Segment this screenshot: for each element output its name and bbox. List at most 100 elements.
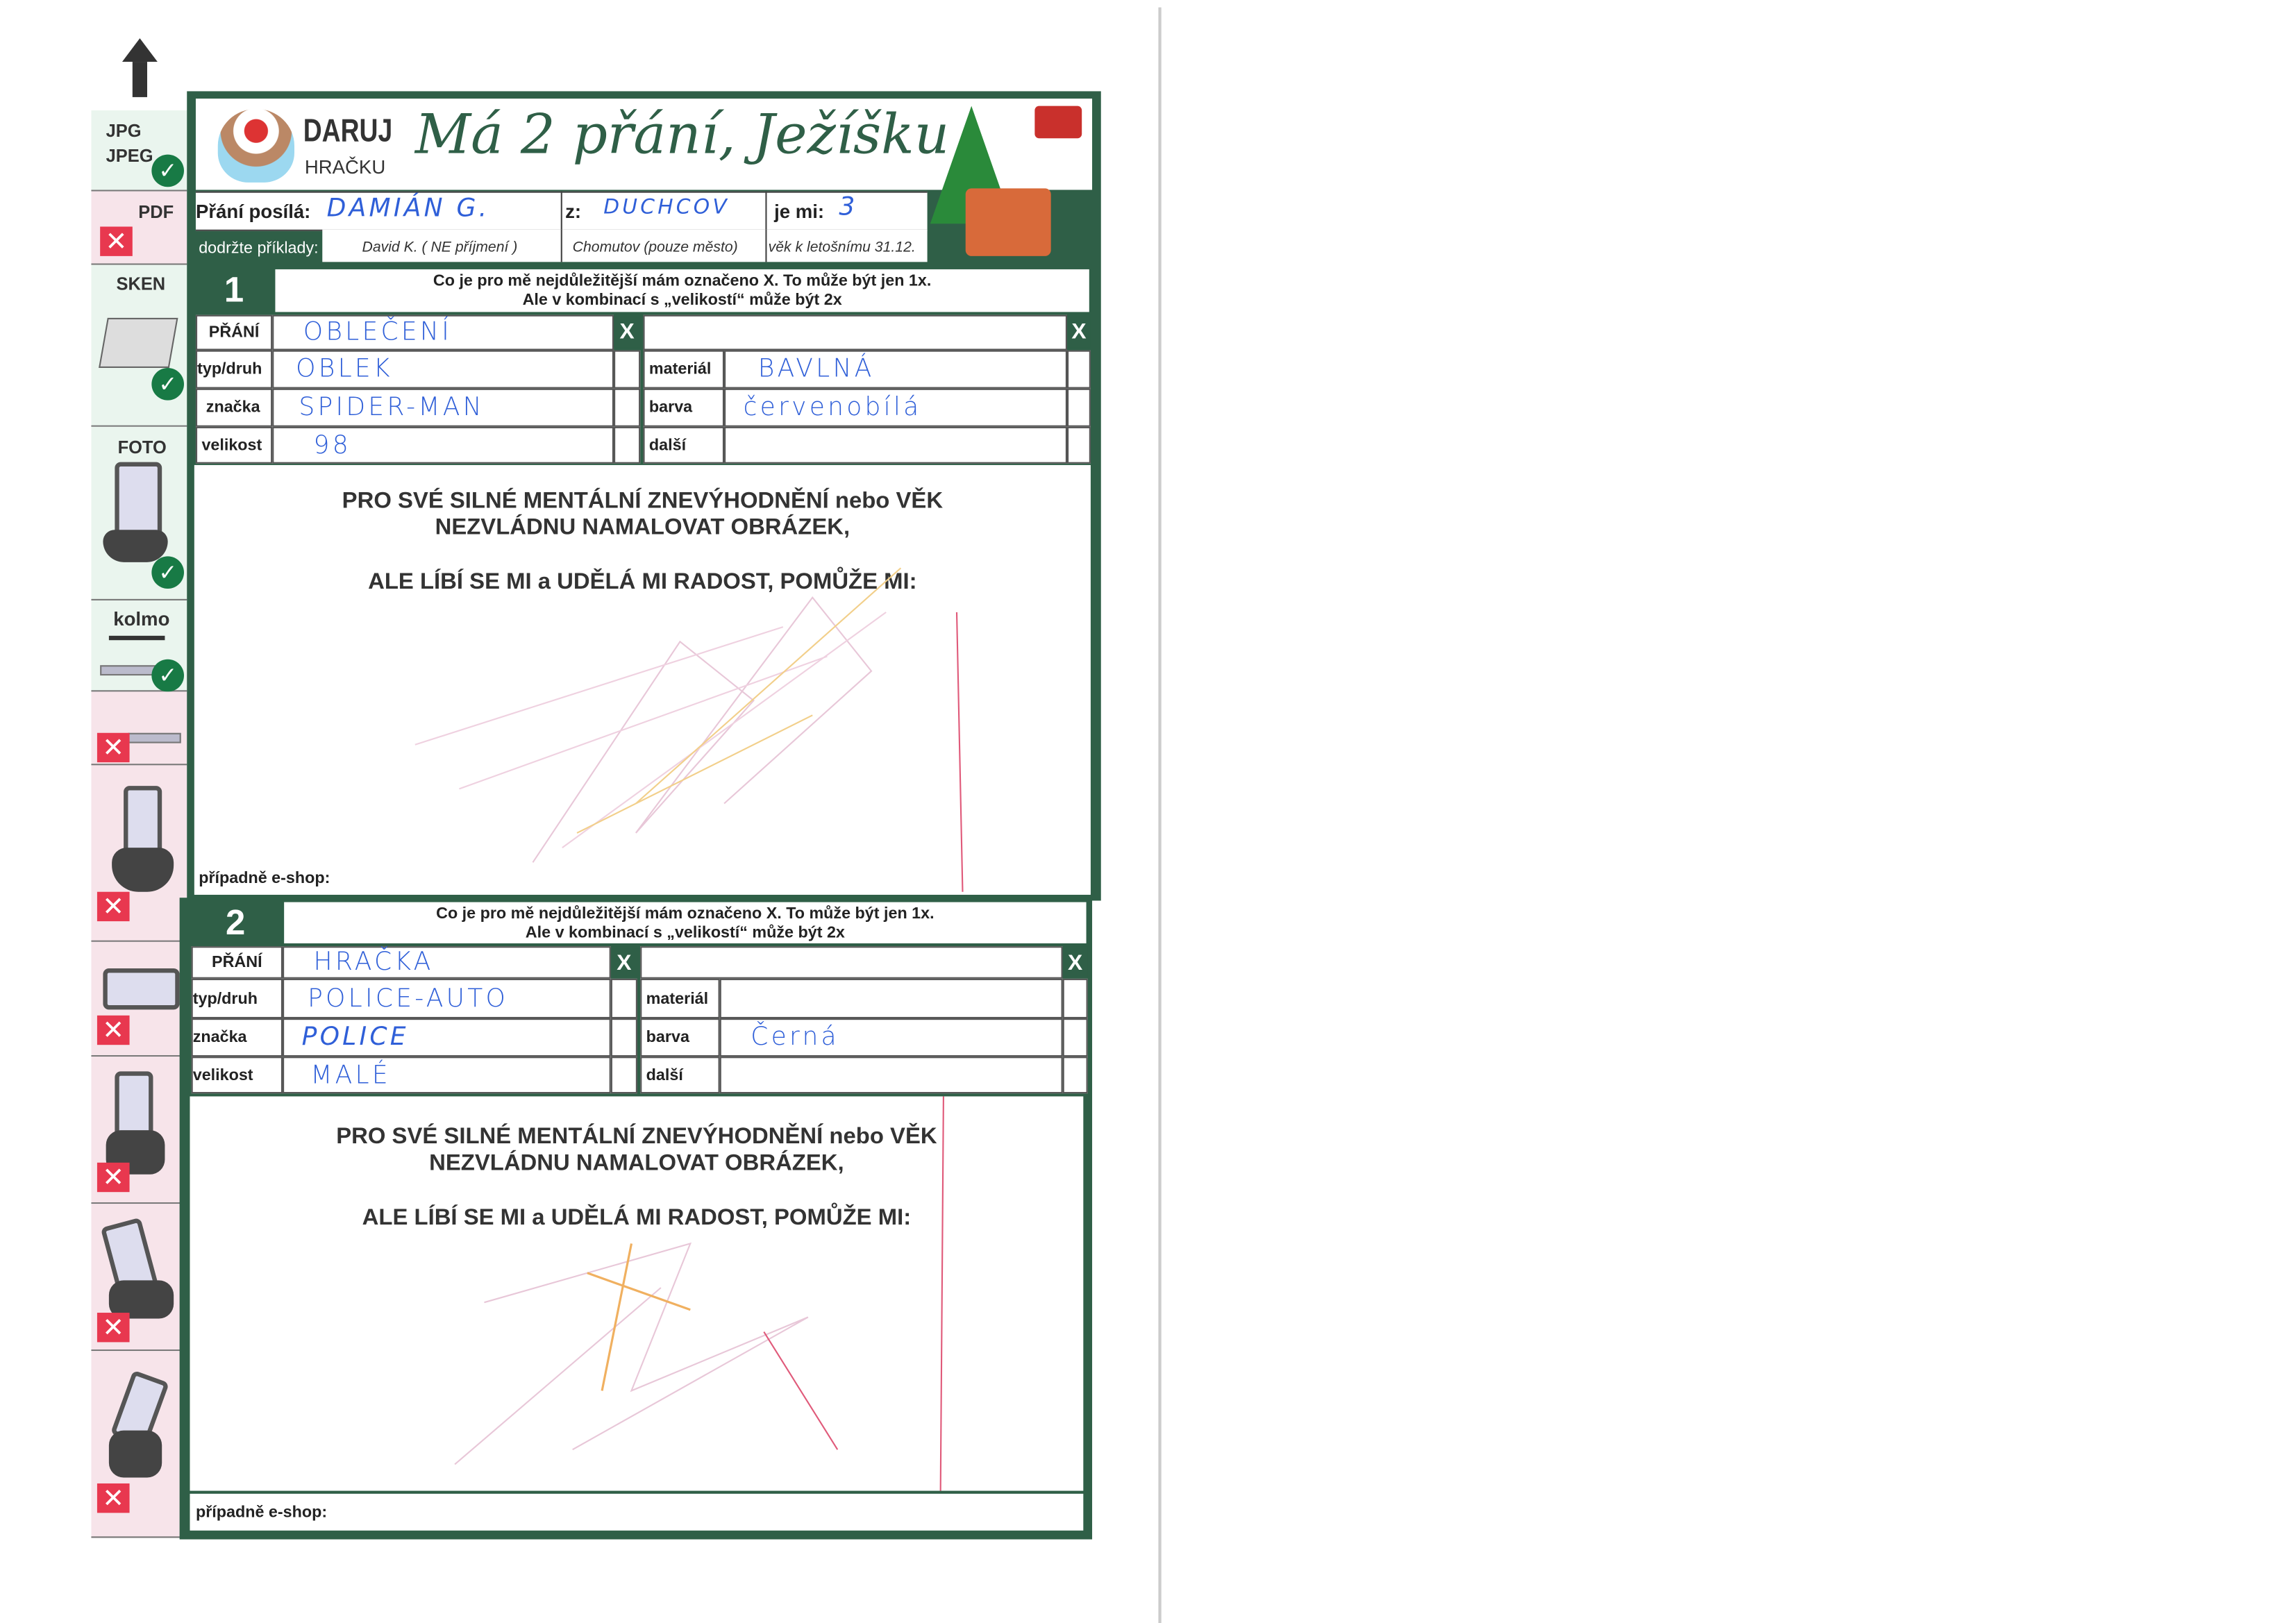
hand-icon bbox=[108, 1280, 174, 1319]
label-type: typ/druh bbox=[195, 350, 273, 389]
divider bbox=[560, 229, 562, 262]
field-value: červenobílá bbox=[743, 393, 922, 423]
check-icon: ✓ bbox=[151, 154, 184, 187]
field-wish[interactable]: OBLEČENÍ bbox=[272, 314, 614, 351]
label-text: materiál bbox=[646, 989, 709, 1008]
label-material: materiál bbox=[643, 350, 725, 389]
drawing-text: PRO SVÉ SILNÉ MENTÁLNÍ ZNEVÝHODNĚNÍ nebo… bbox=[190, 1125, 1083, 1232]
drawing-text-line: ALE LÍBÍ SE MI a UDĚLÁ MI RADOST, POMŮŽE… bbox=[368, 569, 917, 595]
crayon-scribbles bbox=[454, 1096, 944, 1491]
field-brand[interactable]: POLICE bbox=[283, 1018, 611, 1057]
label-text: PŘÁNÍ bbox=[212, 953, 262, 972]
field-value: MALÉ bbox=[310, 1060, 391, 1090]
x-checkbox[interactable] bbox=[1066, 350, 1091, 389]
label-type: typ/druh bbox=[191, 978, 283, 1019]
examples-row bbox=[322, 229, 928, 262]
wish-instruction: Co je pro mě nejdůležitější mám označeno… bbox=[284, 902, 1087, 943]
label-other: další bbox=[643, 426, 725, 464]
field-material[interactable]: BAVLNÁ bbox=[724, 350, 1067, 389]
x-checkbox[interactable] bbox=[610, 1057, 637, 1094]
field-other[interactable] bbox=[719, 1057, 1063, 1094]
check-icon: ✓ bbox=[151, 659, 184, 692]
field-color[interactable]: červenobílá bbox=[724, 388, 1067, 427]
label-color: barva bbox=[643, 388, 725, 427]
instruction-line-1: Co je pro mě nejdůležitější mám označeno… bbox=[433, 272, 932, 290]
field-other[interactable] bbox=[724, 426, 1067, 464]
label-brand: značka bbox=[195, 388, 273, 427]
label-material: materiál bbox=[640, 978, 720, 1019]
cross-icon: ✕ bbox=[97, 1313, 130, 1343]
drawing-text: PRO SVÉ SILNÉ MENTÁLNÍ ZNEVÝHODNĚNÍ nebo… bbox=[194, 489, 1091, 596]
hand-icon bbox=[112, 848, 174, 892]
x-mark: X bbox=[610, 946, 637, 979]
hand-icon bbox=[108, 1430, 162, 1478]
label-text: PŘÁNÍ bbox=[208, 323, 260, 342]
crayon-scribbles bbox=[414, 567, 964, 892]
from-label: z: bbox=[565, 200, 582, 223]
cross-icon: ✕ bbox=[97, 1015, 130, 1045]
sidebar-item-photo: FOTO ✓ bbox=[91, 426, 187, 600]
example-name: David K. ( NE příjmení ) bbox=[362, 239, 518, 256]
sidebar-item-bad-photo-4: ✕ bbox=[91, 1204, 187, 1352]
x-checkbox[interactable] bbox=[1066, 388, 1091, 427]
field-size[interactable]: 98 bbox=[272, 426, 614, 464]
scanner-icon bbox=[99, 317, 178, 368]
field-color[interactable]: Černá bbox=[719, 1018, 1063, 1057]
label-wish: PŘÁNÍ bbox=[195, 314, 273, 351]
child-at-desk-icon bbox=[965, 188, 1051, 256]
field-value: OBLEK bbox=[296, 354, 393, 385]
instruction-line-2: Ale v kombinací s „velikostí“ může být 2… bbox=[525, 924, 845, 942]
wish-number: 2 bbox=[226, 902, 246, 943]
drawing-text-line: NEZVLÁDNU NAMALOVAT OBRÁZEK, bbox=[435, 514, 850, 541]
logo-top: DARUJ bbox=[303, 112, 393, 149]
drawing-text-line: PRO SVÉ SILNÉ MENTÁLNÍ ZNEVÝHODNĚNÍ nebo… bbox=[342, 488, 944, 514]
label-text: typ/druh bbox=[197, 360, 262, 378]
santa-logo-icon bbox=[217, 108, 294, 183]
label-text: další bbox=[648, 436, 687, 455]
x-checkbox[interactable] bbox=[614, 426, 641, 464]
drawing-area[interactable] bbox=[190, 1096, 1084, 1491]
field-value: 98 bbox=[313, 430, 351, 460]
instruction-line-2: Ale v kombinací s „velikostí“ může být 2… bbox=[522, 291, 842, 310]
cross-icon: ✕ bbox=[100, 226, 133, 256]
sidebar-label: kolmo bbox=[113, 607, 170, 630]
field-size[interactable]: MALÉ bbox=[283, 1057, 611, 1094]
x-checkbox[interactable] bbox=[614, 350, 641, 389]
wish-number: 1 bbox=[224, 270, 244, 310]
sidebar-item-jpg: JPG JPEG ✓ bbox=[91, 110, 187, 192]
x-checkbox[interactable] bbox=[1062, 1018, 1088, 1057]
x-checkbox[interactable] bbox=[610, 1018, 637, 1057]
sender-label: Přání posílá: bbox=[195, 200, 311, 223]
x-checkbox[interactable] bbox=[610, 978, 637, 1019]
divider bbox=[560, 191, 562, 262]
label-color: barva bbox=[640, 1018, 720, 1057]
x-checkbox[interactable] bbox=[1062, 978, 1088, 1019]
age-value[interactable]: 3 bbox=[839, 192, 858, 223]
label-size: velikost bbox=[195, 426, 273, 464]
drawing-text-line: NEZVLÁDNU NAMALOVAT OBRÁZEK, bbox=[429, 1150, 844, 1176]
sidebar-label: SKEN bbox=[116, 274, 166, 294]
x-checkbox[interactable] bbox=[1066, 426, 1091, 464]
field-type[interactable]: OBLEK bbox=[272, 350, 614, 389]
sidebar-item-bad-photo-3: ✕ bbox=[91, 1057, 187, 1204]
gifts-icon bbox=[1034, 106, 1082, 139]
up-arrow-stem bbox=[132, 62, 147, 97]
instruction-line-1: Co je pro mě nejdůležitější mám označeno… bbox=[436, 905, 935, 923]
from-value[interactable]: DUCHCOV bbox=[603, 195, 730, 219]
drawing-text-line: ALE LÍBÍ SE MI a UDĚLÁ MI RADOST, POMŮŽE… bbox=[362, 1205, 912, 1231]
eshop-label: případně e-shop: bbox=[199, 869, 330, 888]
x-checkbox[interactable] bbox=[614, 388, 641, 427]
drawing-text-line: PRO SVÉ SILNÉ MENTÁLNÍ ZNEVÝHODNĚNÍ nebo… bbox=[336, 1124, 937, 1150]
field-wish[interactable]: HRAČKA bbox=[283, 946, 611, 979]
x-checkbox[interactable] bbox=[1062, 1057, 1088, 1094]
field-type[interactable]: POLICE-AUTO bbox=[283, 978, 611, 1019]
eshop-row[interactable] bbox=[190, 1493, 1084, 1531]
field-material[interactable] bbox=[719, 978, 1063, 1019]
label-text: další bbox=[646, 1066, 683, 1084]
field-brand[interactable]: SPIDER-MAN bbox=[272, 388, 614, 427]
sender-value[interactable]: DAMIÁN G. bbox=[326, 194, 490, 224]
x-mark: X bbox=[1066, 314, 1091, 348]
camera-above-icon bbox=[108, 635, 165, 641]
sidebar-label: JPG JPEG bbox=[106, 120, 153, 167]
sidebar-item-bad-photo-5: ✕ bbox=[91, 1351, 187, 1538]
